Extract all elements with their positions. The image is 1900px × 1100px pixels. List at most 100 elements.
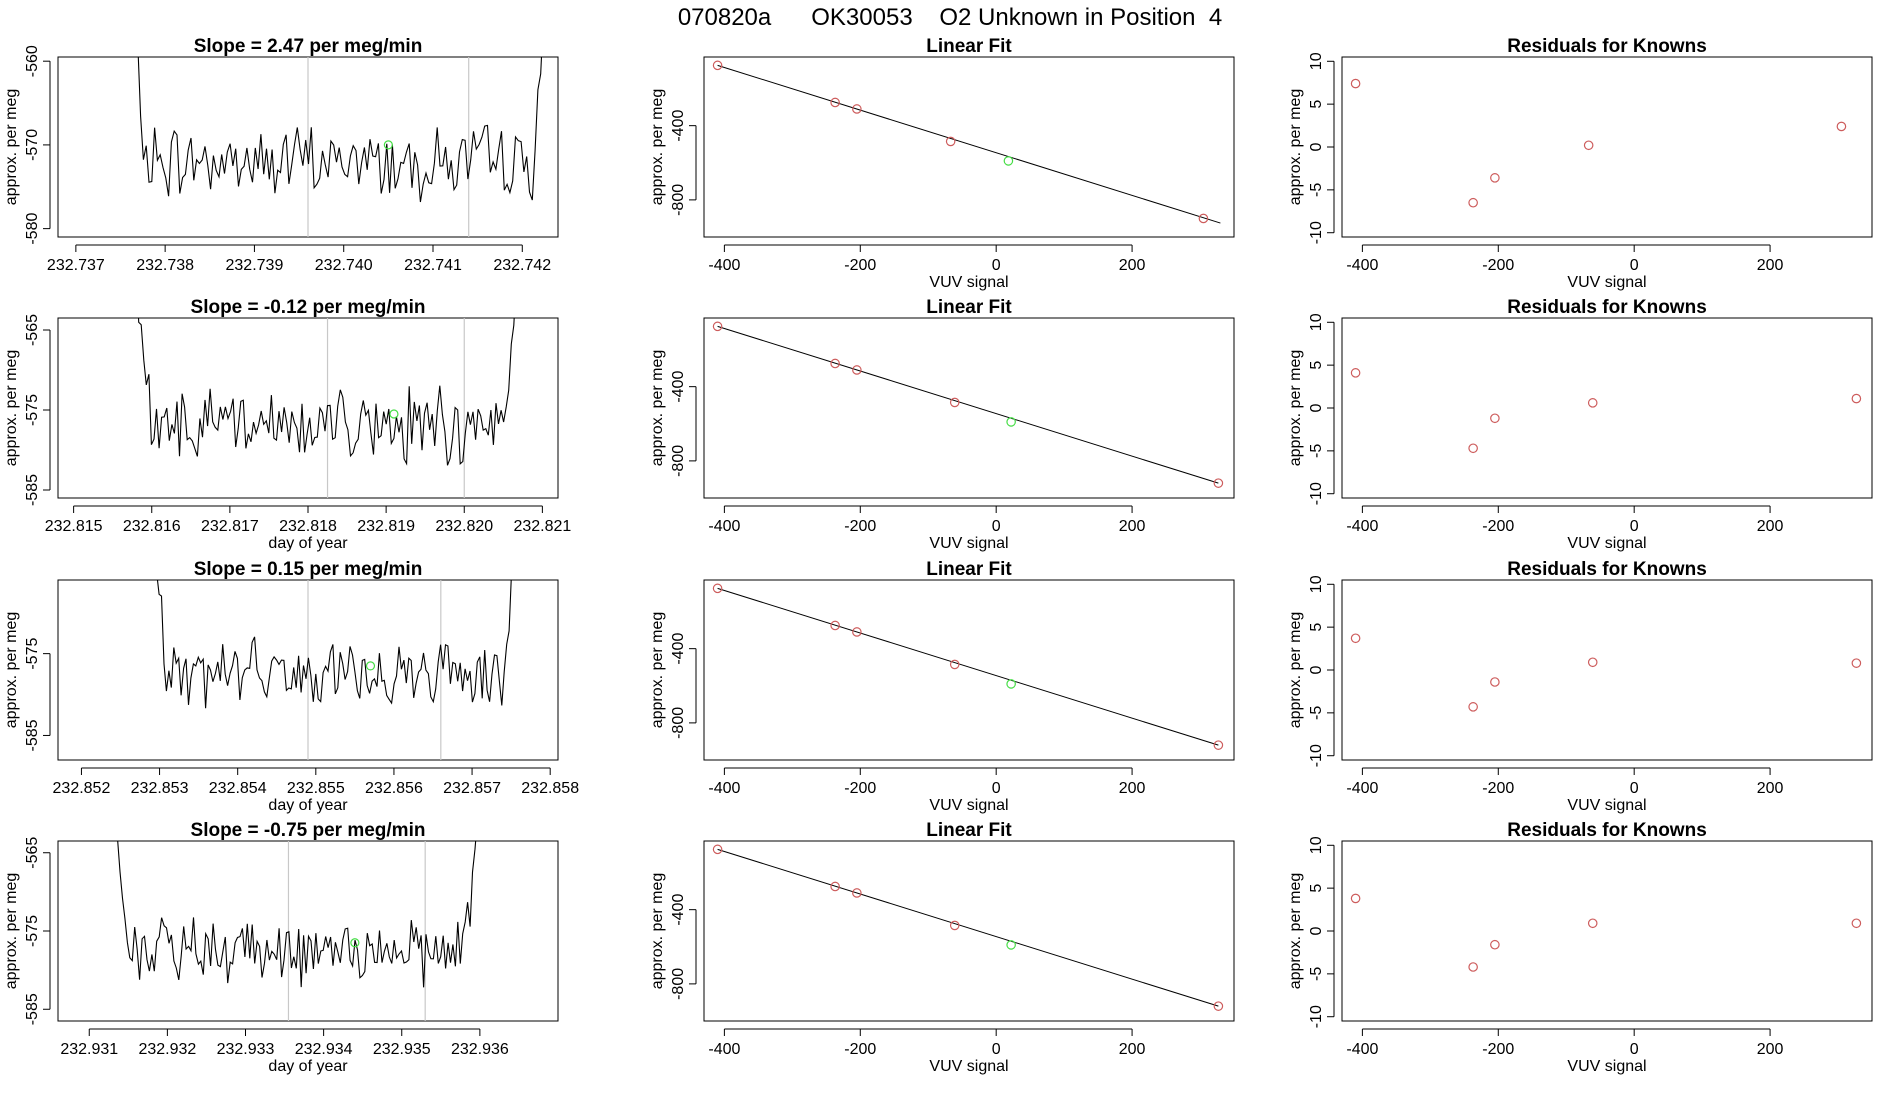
panel-1-2: Linear Fit -400 -200 0 200 VUV signal -400 -800…: [649, 36, 1235, 291]
y-tick-label: -800: [670, 707, 687, 739]
data-trace: [156, 580, 512, 709]
y-axis: -560 -570 -580: [24, 45, 51, 245]
y-axis: -575 -585: [24, 638, 51, 751]
plot-area: [156, 580, 512, 760]
known-point: [1213, 740, 1224, 750]
known-point: [1350, 893, 1361, 904]
x-tick-label: 232.936: [451, 1041, 509, 1058]
x-tick-label: -200: [844, 257, 876, 274]
y-tick-label: -5: [1308, 444, 1325, 458]
fit-line: [717, 587, 1219, 746]
y-axis: -400 -800: [670, 110, 697, 216]
x-tick-label: -400: [1346, 518, 1378, 535]
known-point: [1490, 939, 1500, 950]
x-tick-label: 232.855: [287, 780, 345, 797]
known-point: [712, 60, 723, 71]
x-tick-label: 200: [1757, 518, 1784, 535]
y-tick-label: 5: [1308, 100, 1325, 109]
x-tick-label: 232.739: [226, 257, 284, 274]
y-tick-label: -580: [24, 213, 41, 245]
known-point: [1587, 918, 1598, 929]
fit-line: [717, 325, 1219, 484]
known-point: [1198, 213, 1209, 224]
plot-frame: [703, 579, 1235, 761]
plot-area: [1350, 78, 1847, 208]
x-axis-label: VUV signal: [929, 535, 1008, 552]
x-tick-label: 232.817: [201, 518, 259, 535]
x-axis: -400 -200 0 200: [1346, 1028, 1784, 1058]
x-tick-label: 200: [1119, 1041, 1146, 1058]
x-tick-label: -200: [844, 780, 876, 797]
known-point: [1587, 398, 1598, 408]
y-tick-label: -10: [1308, 744, 1325, 767]
x-tick-label: 232.852: [53, 780, 111, 797]
known-point: [1213, 1001, 1224, 1011]
y-axis-label: approx. per meg: [649, 350, 666, 467]
figure-title: 070820a OK30053 O2 Unknown in Position 4: [677, 4, 1223, 31]
plot-area: [1350, 633, 1862, 712]
x-tick-label: 232.933: [217, 1041, 275, 1058]
data-trace: [137, 318, 515, 466]
x-axis-label: VUV signal: [1567, 274, 1646, 291]
known-point: [830, 97, 840, 108]
y-tick-label: 0: [1308, 403, 1325, 412]
x-axis-label: VUV signal: [1567, 797, 1646, 814]
x-tick-label: 200: [1119, 780, 1146, 797]
known-point: [852, 888, 862, 898]
x-axis: -400 -200 0 200: [708, 505, 1146, 535]
y-tick-label: -10: [1308, 1005, 1325, 1028]
x-tick-label: 232.737: [47, 257, 105, 274]
y-axis: 10 5 0 -5 -10: [1308, 575, 1335, 767]
x-axis: 232.737 232.738 232.739 232.740 232.741 232.7…: [47, 244, 551, 274]
y-tick-label: 10: [1308, 313, 1325, 331]
known-point: [830, 358, 840, 369]
x-tick-label: 232.740: [315, 257, 373, 274]
y-axis: 10 5 0 -5 -10: [1308, 836, 1335, 1028]
y-axis: 10 5 0 -5 -10: [1308, 313, 1335, 505]
y-tick-label: -560: [24, 45, 41, 77]
y-tick-label: -400: [670, 371, 687, 403]
plot-area: [712, 844, 1224, 1011]
x-tick-label: 232.742: [493, 257, 551, 274]
panel-title: Residuals for Knowns: [1507, 820, 1707, 841]
known-point: [1490, 413, 1500, 424]
x-axis-label: VUV signal: [1567, 1058, 1646, 1075]
x-tick-label: -200: [844, 518, 876, 535]
x-tick-label: 200: [1757, 257, 1784, 274]
x-tick-label: -400: [708, 1041, 740, 1058]
unknown-point: [1006, 417, 1016, 427]
y-tick-label: -800: [670, 184, 687, 216]
y-tick-label: -575: [24, 638, 41, 670]
y-tick-label: -10: [1308, 221, 1325, 244]
known-point: [852, 104, 862, 114]
plot-frame: [1341, 840, 1873, 1022]
x-tick-label: 232.738: [136, 257, 194, 274]
plot-frame: [703, 317, 1235, 499]
y-tick-label: -400: [670, 110, 687, 142]
y-tick-label: -400: [670, 633, 687, 665]
x-tick-label: -400: [1346, 257, 1378, 274]
x-axis-label: VUV signal: [929, 1058, 1008, 1075]
known-point: [1468, 702, 1478, 712]
x-tick-label: -200: [1482, 518, 1514, 535]
x-tick-label: 232.819: [357, 518, 415, 535]
y-axis-label: approx. per meg: [3, 873, 20, 990]
panel-3-3: Residuals for Knowns -400 -200 0 200 VUV sign…: [1287, 559, 1873, 814]
known-point: [852, 627, 862, 637]
x-axis: -400 -200 0 200: [708, 244, 1146, 274]
x-tick-label: -200: [1482, 1041, 1514, 1058]
y-axis-label: approx. per meg: [1287, 350, 1304, 467]
y-axis: -565 -575 -585: [24, 837, 51, 1025]
known-point: [1468, 443, 1478, 454]
known-point: [1213, 478, 1224, 488]
unknown-marker: [365, 661, 376, 671]
x-axis: -400 -200 0 200: [1346, 767, 1784, 797]
x-tick-label: 232.816: [123, 518, 181, 535]
panel-title: Linear Fit: [926, 559, 1012, 580]
panel-title: Slope = -0.75 per meg/min: [191, 820, 426, 841]
